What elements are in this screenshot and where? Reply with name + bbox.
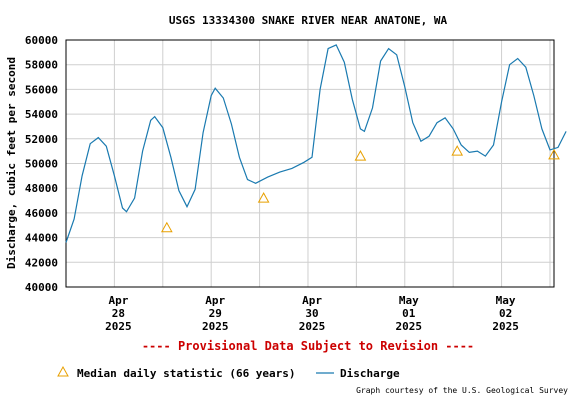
x-tick-label: 2025 <box>492 320 519 333</box>
legend-median-marker <box>57 365 69 377</box>
series-layer <box>65 44 567 243</box>
y-axis-ticks: 40000 42000 44000 46000 48000 50000 52000 54000… <box>25 34 58 294</box>
legend-median-label: Median daily statistic (66 years) <box>77 367 296 380</box>
x-tick-label: 30 <box>305 307 318 320</box>
x-tick-label: May <box>496 294 516 307</box>
x-tick-label: May <box>399 294 419 307</box>
x-axis-ticks: Apr282025Apr292025Apr302025May012025May0… <box>105 294 519 333</box>
y-tick-label: 44000 <box>25 232 58 245</box>
discharge-line <box>65 44 567 243</box>
credit-line: Graph courtesy of the U.S. Geological Su… <box>356 386 568 395</box>
x-tick-label: 28 <box>112 307 125 320</box>
plot-frame <box>65 39 555 288</box>
y-tick-label: 60000 <box>25 34 58 47</box>
x-tick-label: 2025 <box>299 320 326 333</box>
x-tick-label: Apr <box>205 294 225 307</box>
x-tick-label: 2025 <box>202 320 229 333</box>
y-tick-label: 56000 <box>25 83 58 96</box>
median-point <box>160 221 173 233</box>
x-tick-label: 2025 <box>105 320 132 333</box>
x-tick-label: Apr <box>302 294 322 307</box>
y-tick-label: 46000 <box>25 207 58 220</box>
median-point <box>451 145 464 156</box>
grid <box>66 39 554 288</box>
y-tick-label: 42000 <box>25 256 58 269</box>
median-point <box>354 150 367 161</box>
median-point <box>548 148 560 160</box>
x-tick-label: 29 <box>209 307 222 320</box>
legend: Median daily statistic (66 years) Dischar… <box>57 365 400 380</box>
y-tick-label: 52000 <box>25 133 58 146</box>
x-tick-label: 02 <box>499 307 512 320</box>
y-tick-label: 40000 <box>25 281 58 294</box>
y-axis-label: Discharge, cubic feet per second <box>5 57 18 269</box>
median-point <box>257 192 270 203</box>
y-tick-label: 54000 <box>25 108 58 121</box>
provisional-note: ---- Provisional Data Subject to Revisio… <box>142 339 474 353</box>
legend-discharge-label: Discharge <box>340 367 400 380</box>
y-tick-label: 50000 <box>25 158 58 171</box>
x-tick-label: Apr <box>108 294 128 307</box>
y-tick-label: 48000 <box>25 182 58 195</box>
chart-title: USGS 13334300 SNAKE RIVER NEAR ANATONE, … <box>169 14 448 27</box>
x-tick-label: 2025 <box>396 320 423 333</box>
y-tick-label: 58000 <box>25 59 58 72</box>
x-tick-label: 01 <box>402 307 416 320</box>
